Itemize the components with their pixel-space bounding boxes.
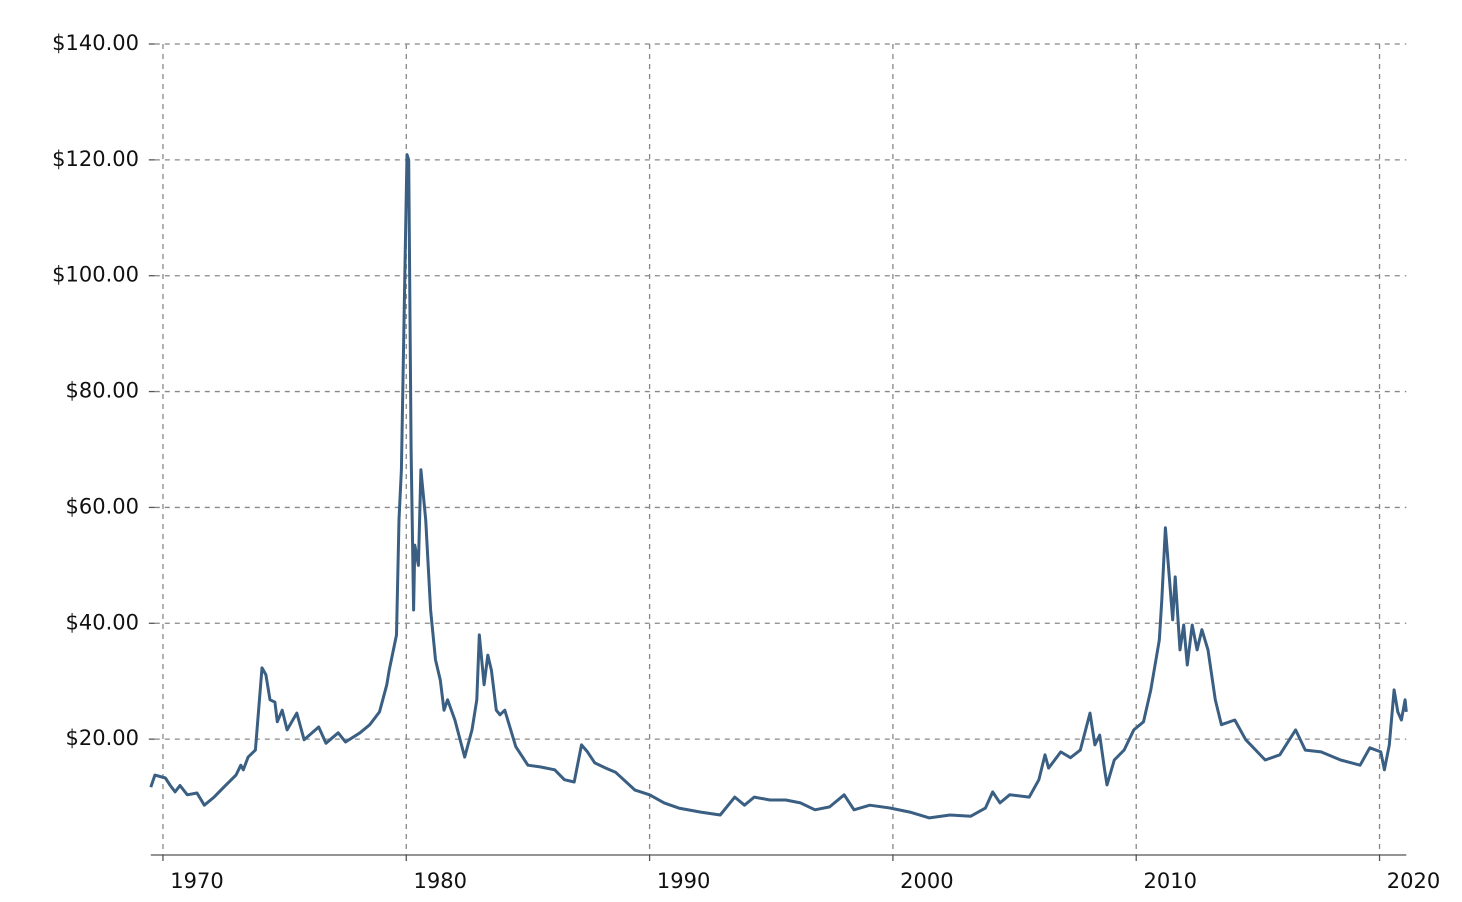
x-tick-label: 2010 — [1143, 869, 1196, 893]
x-tick-label: 2000 — [900, 869, 953, 893]
y-tick-label: $140.00 — [52, 31, 139, 55]
x-tick-label: 1980 — [414, 869, 467, 893]
y-tick-label: $80.00 — [66, 379, 139, 403]
x-tick-label: 2020 — [1387, 869, 1440, 893]
y-tick-label: $40.00 — [66, 610, 139, 634]
x-tick-label: 1990 — [657, 869, 710, 893]
y-tick-label: $20.00 — [66, 726, 139, 750]
y-tick-label: $60.00 — [66, 494, 139, 518]
line-series — [149, 153, 1408, 820]
x-tick-label: 1970 — [170, 869, 223, 893]
y-tick-label: $100.00 — [52, 263, 139, 287]
y-tick-label: $120.00 — [52, 147, 139, 171]
